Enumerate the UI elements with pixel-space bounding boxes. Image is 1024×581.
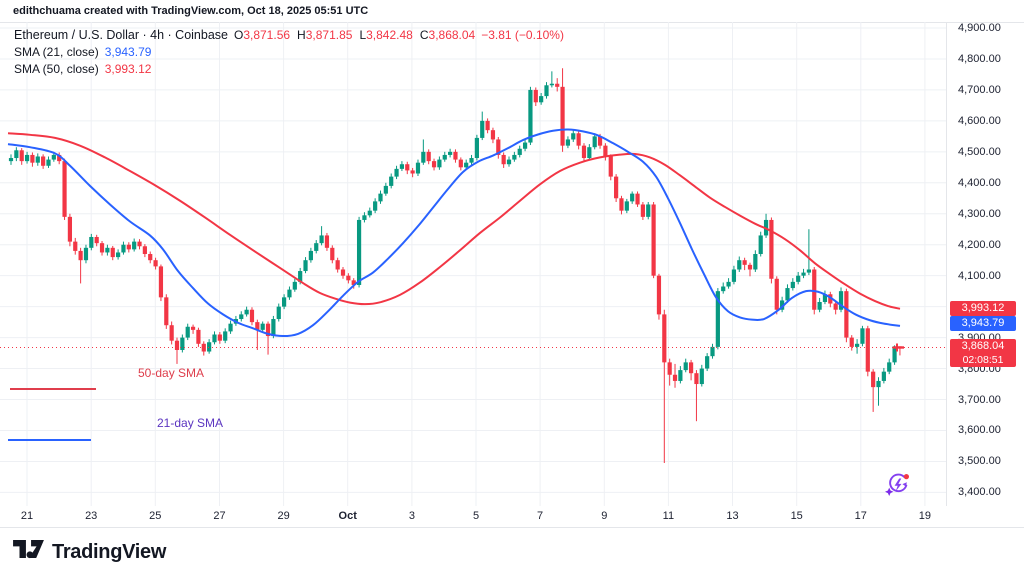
symbol-row[interactable]: Ethereum / U.S. Dollar · 4h · Coinbase O… [14,27,564,44]
last-price-badge: 3,868.04 02:08:51 [950,339,1016,368]
spark-refresh-icon[interactable] [883,469,913,504]
price-tick-label: 3,700.00 [958,393,1001,406]
price-tick-label: 4,800.00 [958,52,1001,65]
tradingview-logo-mark [13,540,44,559]
chart-top-border [0,22,1024,23]
change-value: −3.81 (−0.10%) [481,28,564,42]
price-tick-label: 3,400.00 [958,486,1001,499]
price-tick-label: 4,200.00 [958,238,1001,251]
price-tick-label: 4,400.00 [958,176,1001,189]
indicator-value: 3,943.79 [104,45,152,59]
price-tick-label: 4,900.00 [958,22,1001,34]
ohlc-pair: L3,842.48 [359,28,413,42]
time-tick-label: Oct [338,510,357,522]
chart-legend[interactable]: Ethereum / U.S. Dollar · 4h · Coinbase O… [14,27,564,78]
time-tick-label: 27 [213,510,226,522]
price-tick-label: 4,600.00 [958,114,1001,127]
time-tick-label: 19 [918,510,932,522]
indicator-label: SMA (21, close) [14,45,99,59]
countdown-timer: 02:08:51 [962,354,1004,367]
tradingview-logo[interactable]: TradingView [13,540,166,564]
ohlc-pair: C3,868.04 [419,28,476,42]
price-tick-label: 4,300.00 [958,207,1001,220]
ohlc-pair: O3,871.56 [233,28,291,42]
price-tick-label: 4,100.00 [958,269,1001,282]
time-tick-label: 23 [85,510,98,522]
sma50-badge: 3,993.12 [950,300,1016,316]
tradingview-logo-text: TradingView [52,540,167,563]
time-tick-label: 25 [149,510,162,522]
indicator-value: 3,993.12 [104,62,152,76]
time-tick-label: 29 [277,510,290,522]
time-tick-label: 5 [472,510,480,522]
annotation-label-50day-sma[interactable]: 50-day SMA [138,366,205,380]
ohlc-pair: H3,871.85 [297,28,353,42]
ohlc-values: O3,871.56 H3,871.85 L3,842.48 C3,868.04 [234,27,475,44]
sma50-line [7,132,901,310]
time-tick-label: 17 [854,510,867,522]
price-tick-label: 4,700.00 [958,83,1001,96]
indicator-label: SMA (50, close) [14,62,99,76]
sma21-line [7,128,901,338]
price-axis[interactable]: 4,900.00 4,800.00 4,700.00 4,600.00 4,500.00… [946,22,1024,506]
symbol-title: Ethereum / U.S. Dollar · 4h · Coinbase [14,28,228,42]
time-tick-label: 7 [537,510,544,522]
indicator-row-sma21[interactable]: SMA (21, close) 3,943.79 [14,44,564,61]
time-tick-label: 13 [726,510,739,522]
time-tick-label: 11 [662,510,675,522]
price-tick-label: 3,500.00 [958,455,1001,468]
watermark-text: edithchuama created with TradingView.com… [13,5,369,17]
time-tick-label: 21 [20,510,34,522]
time-tick-label: 15 [790,510,803,522]
time-tick-label: 9 [601,510,608,522]
candlestick-chart[interactable] [0,22,946,506]
annotation-label-21day-sma[interactable]: 21-day SMA [157,416,224,430]
time-tick-label: 3 [408,510,415,522]
price-tick-label: 3,600.00 [958,424,1001,437]
sma21-badge: 3,943.79 [950,316,1016,332]
price-tick-label: 4,500.00 [958,145,1001,158]
indicator-row-sma50[interactable]: SMA (50, close) 3,993.12 [14,61,564,78]
time-axis[interactable]: 21 23 25 27 29 Oct 3 5 7 9 11 13 15 17 19 [0,506,1024,528]
